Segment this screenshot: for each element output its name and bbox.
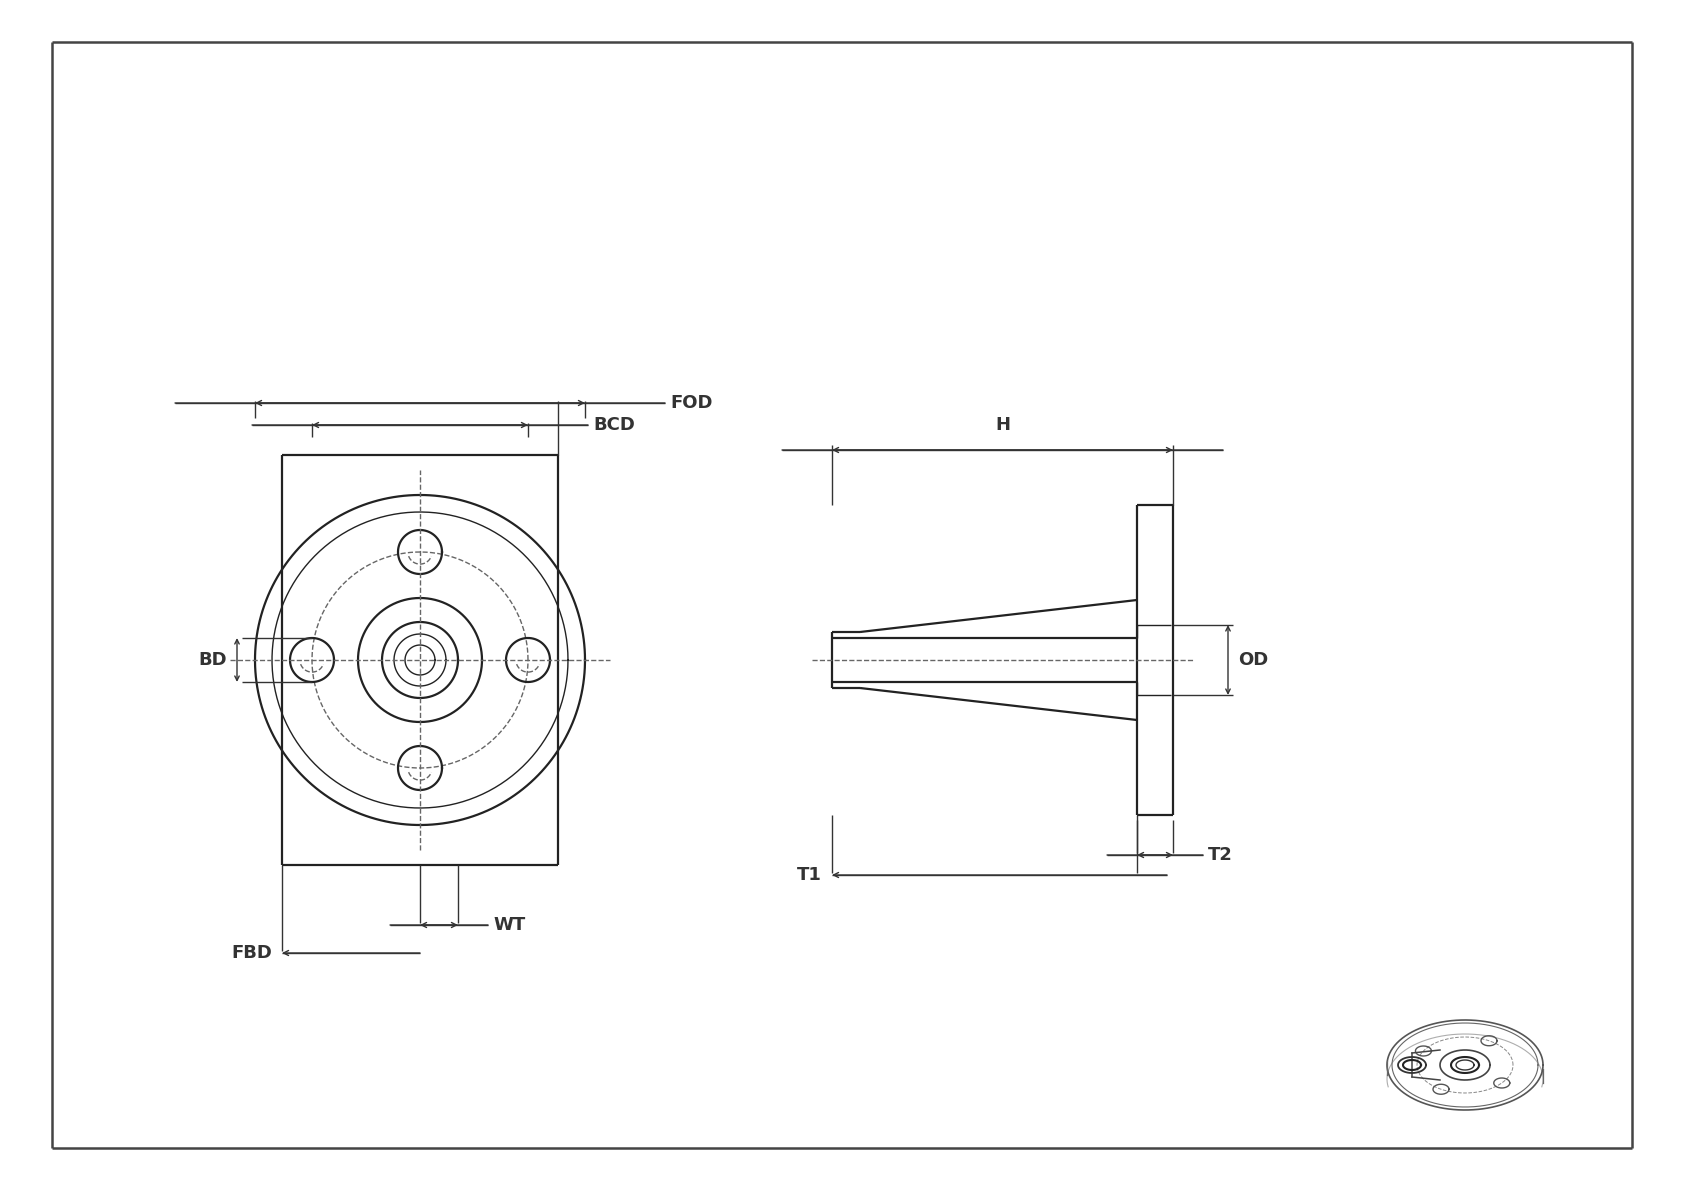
Text: T1: T1 <box>797 866 822 884</box>
Text: WT: WT <box>493 916 525 934</box>
Text: FBD: FBD <box>231 944 273 962</box>
Text: H: H <box>995 416 1010 434</box>
Text: FOD: FOD <box>670 394 712 412</box>
Text: BCD: BCD <box>593 416 635 434</box>
Text: OD: OD <box>1238 651 1268 669</box>
Text: T2: T2 <box>1207 846 1233 864</box>
Text: BD: BD <box>199 651 227 669</box>
